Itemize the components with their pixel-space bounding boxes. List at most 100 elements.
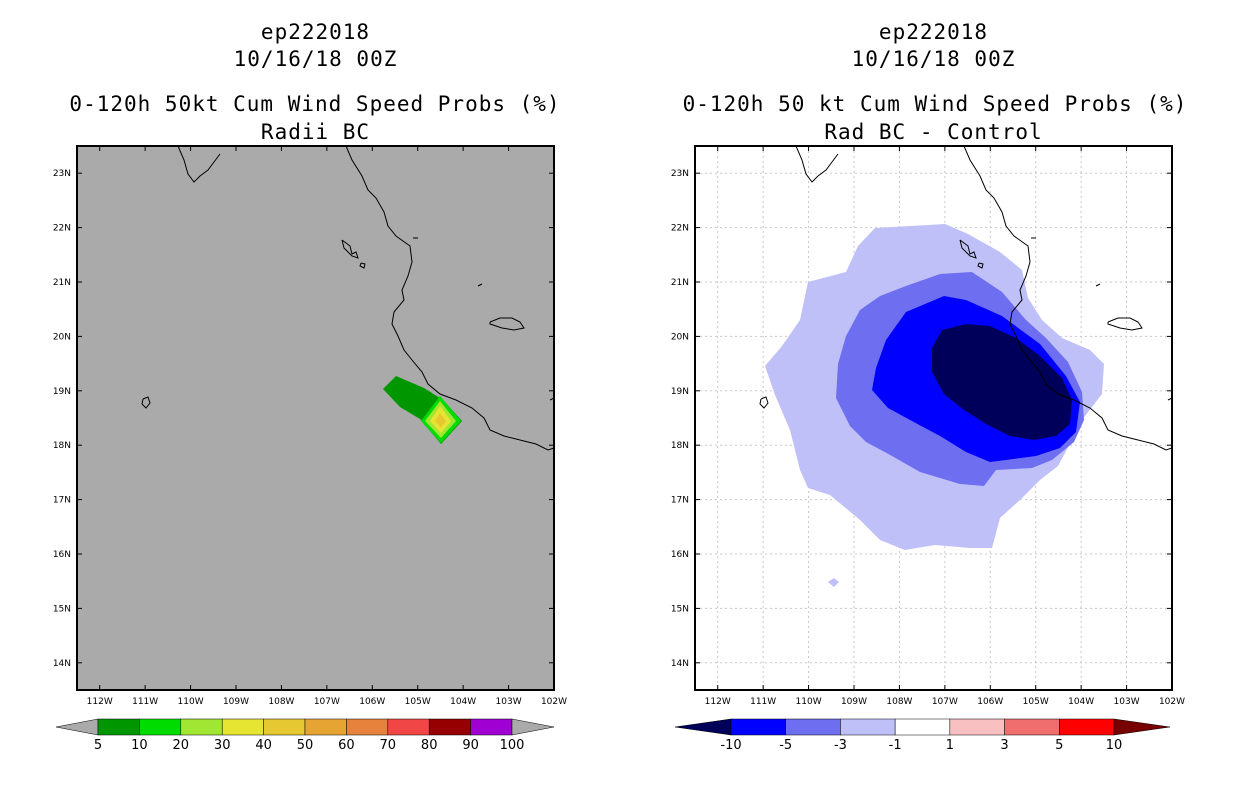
right-colorbar-label: 3 xyxy=(1000,738,1008,753)
right-colorbar-label: -1 xyxy=(889,738,902,753)
right-map: 23N 22N 21N 20N 19N 18N 17N 16N 15N 14N 112W 111W 11… xyxy=(671,145,1185,707)
lat-label: 22N xyxy=(53,224,71,234)
left-colorbar-over-arrow xyxy=(511,718,555,736)
right-colorbar: -10 -5 -3 -1 1 3 5 10 xyxy=(674,718,1171,753)
lon-label: 105W xyxy=(1023,697,1049,707)
right-diff-minus10 xyxy=(932,324,1072,440)
right-date: 10/16/18 00Z xyxy=(851,47,1016,71)
lon-label: 111W xyxy=(132,697,158,707)
left-colorbar-label: 20 xyxy=(173,738,190,753)
lon-label: 103W xyxy=(496,697,522,707)
lat-label: 19N xyxy=(53,387,71,397)
left-colorbar-box xyxy=(263,718,306,736)
lon-label: 108W xyxy=(268,697,294,707)
right-diff-minus1-spot xyxy=(828,578,839,587)
right-colorbar-box xyxy=(1004,718,1060,736)
left-map: 23N 22N 21N 20N 19N 18N 17N 16N 15N 14N 112W 111W 11… xyxy=(53,145,567,707)
left-map-frame xyxy=(76,145,555,691)
right-colorbar-over-arrow xyxy=(1113,718,1171,736)
left-title: 0-120h 50kt Cum Wind Speed Probs (%) xyxy=(69,92,561,116)
lat-label: 14N xyxy=(671,659,689,669)
lat-label: 23N xyxy=(671,169,689,179)
lon-label: 109W xyxy=(841,697,867,707)
left-island-small-3 xyxy=(549,397,554,404)
lon-label: 107W xyxy=(314,697,340,707)
left-coastline-baja xyxy=(177,146,221,183)
left-colorbar-box xyxy=(221,718,264,736)
left-date: 10/16/18 00Z xyxy=(233,47,398,71)
lon-label: 109W xyxy=(223,697,249,707)
lat-label: 15N xyxy=(53,604,71,614)
right-colorbar-label: 5 xyxy=(1055,738,1063,753)
left-islands-tres-marias xyxy=(341,239,359,259)
left-colorbar-box xyxy=(428,718,471,736)
right-island-isabel xyxy=(977,262,984,269)
lat-label: 14N xyxy=(53,659,71,669)
right-axis-ticks: 23N 22N 21N 20N 19N 18N 17N 16N 15N 14N 112W 111W 11… xyxy=(671,146,1185,707)
lat-label: 19N xyxy=(671,387,689,397)
right-colorbar-under-arrow xyxy=(674,718,732,736)
left-colorbar-label: 80 xyxy=(421,738,438,753)
right-colorbar-box xyxy=(1059,718,1115,736)
left-colorbar-box xyxy=(387,718,430,736)
lat-label: 16N xyxy=(671,550,689,560)
left-colorbar-box xyxy=(139,718,182,736)
left-colorbar-box xyxy=(346,718,389,736)
lat-label: 21N xyxy=(671,278,689,288)
right-storm-id: ep222018 xyxy=(878,20,989,44)
left-colorbar-box xyxy=(180,718,223,736)
lon-label: 110W xyxy=(178,697,204,707)
lon-label: 105W xyxy=(405,697,431,707)
right-colorbar-label: -10 xyxy=(720,738,741,753)
left-coastline-mainland xyxy=(345,146,554,451)
right-colorbar-box xyxy=(949,718,1005,736)
left-colorbar-label: 40 xyxy=(255,738,272,753)
left-prob-40pct xyxy=(435,413,446,428)
lat-label: 15N xyxy=(671,604,689,614)
lon-label: 108W xyxy=(886,697,912,707)
lon-label: 102W xyxy=(1159,697,1185,707)
left-colorbar-box xyxy=(97,718,140,736)
right-island-small-2 xyxy=(1095,283,1101,287)
lat-label: 16N xyxy=(53,550,71,560)
lat-label: 18N xyxy=(53,441,71,451)
left-colorbar-box xyxy=(304,718,347,736)
left-colorbar-label: 100 xyxy=(500,738,525,753)
left-colorbar-label: 50 xyxy=(297,738,314,753)
right-map-frame xyxy=(694,145,1173,691)
right-subtitle: Rad BC - Control xyxy=(824,120,1043,144)
right-colorbar-box xyxy=(785,718,841,736)
left-island-isabel xyxy=(359,262,366,269)
right-colorbar-label: 1 xyxy=(946,738,954,753)
left-colorbar-label: 30 xyxy=(214,738,231,753)
right-lake-chapala xyxy=(1107,317,1143,331)
lon-label: 104W xyxy=(450,697,476,707)
lon-label: 107W xyxy=(932,697,958,707)
right-colorbar-label: -3 xyxy=(834,738,847,753)
lat-label: 21N xyxy=(53,278,71,288)
left-island-socorro xyxy=(141,396,151,409)
right-colorbar-box xyxy=(840,718,896,736)
left-colorbar-label: 60 xyxy=(338,738,355,753)
left-colorbar-box xyxy=(470,718,513,736)
right-coastline-baja xyxy=(795,146,839,183)
right-coastline-mainland xyxy=(963,146,1172,451)
lat-label: 17N xyxy=(671,496,689,506)
left-colorbar-label: 90 xyxy=(462,738,479,753)
right-island-socorro xyxy=(759,396,769,409)
right-colorbar-box xyxy=(894,718,951,736)
left-colorbar-label: 5 xyxy=(94,738,102,753)
lon-label: 106W xyxy=(977,697,1003,707)
lon-label: 112W xyxy=(705,697,731,707)
lon-label: 111W xyxy=(750,697,776,707)
lat-label: 20N xyxy=(53,332,71,342)
lat-label: 23N xyxy=(53,169,71,179)
left-colorbar-label: 70 xyxy=(380,738,397,753)
left-lake-chapala xyxy=(489,317,525,331)
lat-label: 20N xyxy=(671,332,689,342)
left-colorbar-label: 10 xyxy=(131,738,148,753)
left-subtitle: Radii BC xyxy=(260,120,371,144)
lon-label: 103W xyxy=(1114,697,1140,707)
lon-label: 102W xyxy=(541,697,567,707)
